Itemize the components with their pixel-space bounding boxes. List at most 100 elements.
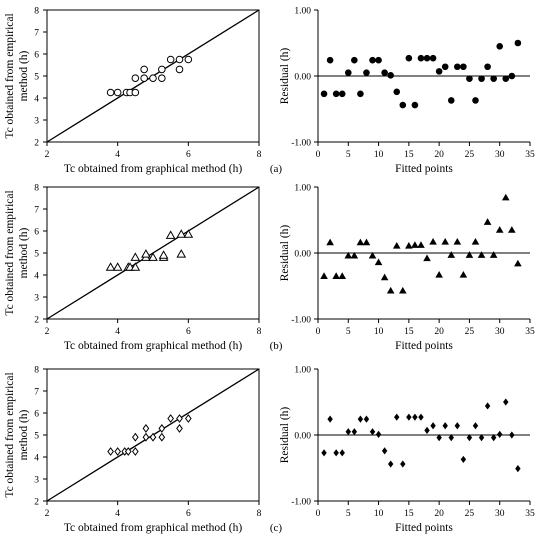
x-tick-label: 0 (316, 509, 321, 519)
y-tick-label: 3 (34, 476, 39, 486)
data-point (357, 415, 364, 423)
data-point (460, 455, 467, 464)
data-point (454, 63, 461, 71)
y-tick-label: 2 (34, 316, 39, 326)
y-tick-label: 5 (34, 250, 39, 260)
y-tick-label: 5 (34, 432, 39, 442)
data-point (149, 74, 157, 82)
data-point (503, 398, 509, 406)
x-tick-label: 15 (404, 150, 414, 160)
data-point (375, 430, 382, 438)
y-tick-label: 6 (34, 51, 39, 61)
data-point (436, 434, 442, 442)
x-tick-label: 2 (45, 150, 50, 160)
data-point (148, 252, 158, 261)
data-point (338, 90, 346, 98)
data-point (502, 75, 510, 82)
data-point (411, 241, 419, 248)
data-point (501, 193, 510, 201)
data-point (142, 423, 150, 433)
data-point (374, 258, 383, 266)
y-tick-label: 7 (34, 206, 39, 216)
y-axis-label-line: Tc obtained from empirical (4, 13, 16, 138)
data-point (338, 272, 347, 279)
data-point (465, 251, 474, 258)
data-point (441, 63, 449, 71)
data-point (132, 432, 139, 442)
x-axis-label: Fitted points (395, 340, 453, 352)
data-point (460, 63, 467, 71)
data-point (497, 430, 503, 438)
data-point (350, 251, 359, 259)
y-tick-label: 3 (34, 117, 39, 127)
data-point (454, 422, 461, 430)
x-tick-label: 8 (257, 150, 262, 160)
data-point (424, 426, 430, 434)
x-tick-label: 35 (525, 509, 535, 519)
data-point (175, 55, 184, 64)
data-point (380, 273, 389, 281)
data-point (344, 251, 353, 259)
data-point (429, 54, 437, 62)
y-tick-label: 4 (34, 95, 39, 105)
data-point (106, 88, 115, 97)
data-point (141, 249, 151, 258)
data-point (441, 237, 449, 245)
data-point (387, 460, 394, 468)
data-point (405, 54, 413, 62)
data-point (320, 272, 328, 279)
x-tick-label: 30 (495, 327, 505, 337)
x-tick-label: 25 (465, 150, 475, 160)
x-tick-label: 15 (404, 509, 414, 519)
data-point (435, 270, 443, 278)
x-tick-label: 35 (525, 150, 535, 160)
x-tick-label: 35 (525, 327, 535, 337)
data-point (472, 422, 479, 430)
y-tick-label: 6 (34, 228, 39, 238)
data-point (339, 449, 345, 457)
data-point (478, 75, 485, 82)
y-tick-label: 2 (34, 139, 39, 149)
data-point (165, 230, 176, 239)
x-axis-label: Tc obtained from graphical method (h) (64, 522, 243, 534)
y-axis-label-line: Tc obtained from empirical (4, 190, 16, 315)
data-point (369, 428, 376, 436)
y-axis-label: Tc obtained from empirical method (h) (4, 190, 30, 315)
data-point (509, 431, 515, 439)
data-point (466, 75, 473, 82)
data-point (399, 101, 407, 109)
y-axis-label: Residual (h) (279, 48, 291, 105)
y-axis-label-line: method (h) (18, 227, 30, 278)
y-tick-label: 8 (34, 7, 39, 17)
y-axis-label-line: Tc obtained from empirical (4, 372, 16, 497)
data-point (185, 414, 192, 423)
data-point (362, 238, 371, 246)
data-point (333, 449, 339, 457)
x-tick-label: 30 (495, 150, 505, 160)
y-tick-label: 1.00 (294, 366, 311, 376)
data-point (381, 447, 388, 455)
data-point (130, 252, 141, 261)
data-point (472, 97, 479, 104)
data-point (417, 241, 425, 248)
data-point (105, 262, 116, 271)
data-point (453, 237, 462, 245)
data-point (484, 402, 491, 410)
x-tick-label: 8 (257, 509, 262, 519)
data-point (166, 55, 175, 64)
data-point (490, 434, 497, 442)
x-tick-label: 20 (434, 150, 444, 160)
data-point (158, 74, 166, 82)
data-point (405, 241, 413, 249)
data-point (344, 69, 352, 76)
data-point (448, 434, 454, 442)
data-point (447, 251, 456, 258)
x-tick-label: 8 (257, 327, 262, 337)
y-tick-label: 2 (34, 498, 39, 508)
data-point (149, 432, 157, 442)
x-tick-label: 5 (346, 509, 351, 519)
y-axis-label-line: method (h) (18, 50, 30, 101)
x-tick-label: 6 (186, 327, 191, 337)
data-point (508, 72, 516, 80)
